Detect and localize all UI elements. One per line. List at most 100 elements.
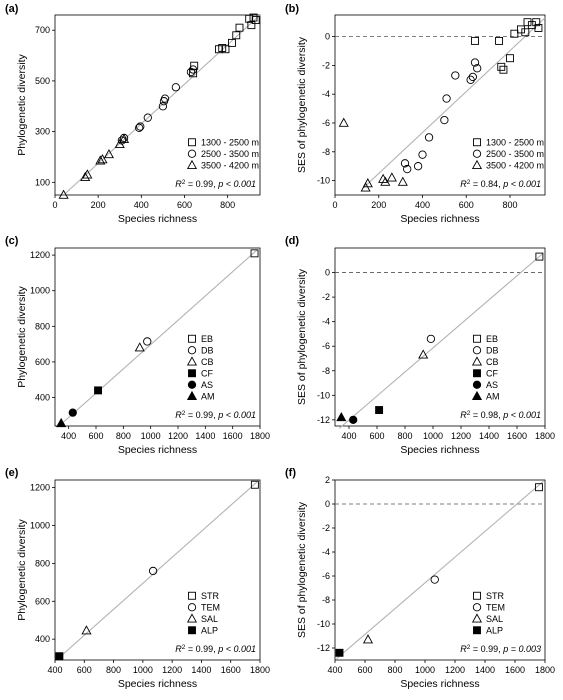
legend-label: CF [486,368,498,378]
stats-annotation: R2 = 0.99, p < 0.001 [175,644,256,654]
x-tick-label: 400 [341,431,356,441]
y-tick-label: -6 [322,341,330,351]
legend-label: 1300 - 2500 m [201,137,259,147]
x-tick-label: 1800 [250,431,270,441]
legend-marker [187,346,197,355]
series-3 [335,648,344,657]
legend-marker [473,138,481,147]
series-1 [426,334,436,343]
x-tick-label: 1600 [507,431,527,441]
x-axis-label: Species richness [118,444,197,456]
x-tick-label: 800 [502,200,517,210]
x-tick-label: 0 [52,200,57,210]
data-point [247,21,256,30]
series-5 [336,411,347,422]
series-0 [250,480,259,489]
data-point [97,154,108,164]
panel-e: (e) 400 600 800 1000 1200 1400 1600 1800 400 600 80… [5,467,270,690]
legend-marker [186,390,198,400]
series-2 [338,117,408,192]
legend-label: SAL [201,614,218,624]
data-point [227,38,236,47]
stats-annotation: R2 = 0.99, p < 0.001 [175,179,256,189]
series-0 [535,252,544,261]
panel-label: (d) [285,235,299,247]
p-value: p < 0.001 [217,410,256,420]
data-point [134,342,145,352]
x-tick-label: 1200 [162,665,182,675]
data-point [250,249,259,258]
series-2 [362,634,374,644]
x-tick-label: 800 [116,431,131,441]
legend-marker [473,369,481,378]
legend-label: DB [201,345,214,355]
series-0 [535,483,543,492]
legend-label: EB [201,334,213,344]
plot-frame [334,247,546,427]
y-tick-label: 0 [325,499,330,509]
legend-label: TEM [486,602,505,612]
x-tick-label: 400 [415,200,430,210]
regression-line [58,249,258,427]
x-tick-label: 400 [327,665,342,675]
data-point [235,23,244,32]
data-point [466,75,475,84]
data-point [468,72,477,82]
legend-marker [471,159,483,170]
plot-frame [54,247,261,427]
data-point [190,61,199,70]
data-point [362,634,374,644]
series-1 [430,575,439,584]
data-point [510,29,519,38]
data-point [81,625,92,635]
x-axis-label: Species richness [400,678,479,690]
panel-label: (a) [5,3,19,15]
p-value: p < 0.001 [502,410,541,420]
legend-marker [473,591,481,600]
x-tick-label: 400 [61,431,76,441]
data-point [499,65,508,74]
panel-c: (c) 400 600 800 1000 1200 1400 1600 1800 400 600 80… [5,235,270,456]
legend-label: 1300 - 2500 m [486,137,544,147]
r-squared-value: 0.98 [481,410,499,420]
series-4 [349,415,358,425]
data-point [418,150,427,159]
data-point [95,155,106,165]
series-1 [143,337,152,346]
x-tick-label: 200 [371,200,386,210]
y-tick-label: 400 [35,393,50,403]
legend-marker [471,356,483,366]
x-tick-label: 1800 [250,665,270,675]
series-0 [189,13,260,78]
y-axis-label: Phylogenetic diversity [16,518,28,620]
series-3 [375,406,384,414]
y-tick-label: 2 [325,475,330,485]
x-tick-label: 600 [459,200,474,210]
legend-label: ALP [486,625,503,635]
regression-line [363,17,546,189]
x-tick-label: 1600 [223,431,243,441]
legend-label: DB [486,345,499,355]
x-axis-label: Species richness [400,213,479,225]
data-point [473,64,482,73]
legend-label: AM [486,391,500,401]
series-3 [55,652,64,661]
legend-marker [471,613,483,623]
legend-label: 2500 - 3500 m [201,149,259,159]
series-1 [148,566,158,576]
x-tick-label: 1400 [195,431,215,441]
data-point [148,566,158,576]
data-point [378,173,389,183]
data-point [135,123,144,132]
legend-marker [187,149,197,158]
y-tick-label: 800 [35,321,50,331]
data-point [495,36,504,45]
data-point [188,65,198,74]
y-tick-label: 0 [325,32,330,42]
data-point [80,171,91,182]
data-point [534,24,543,32]
